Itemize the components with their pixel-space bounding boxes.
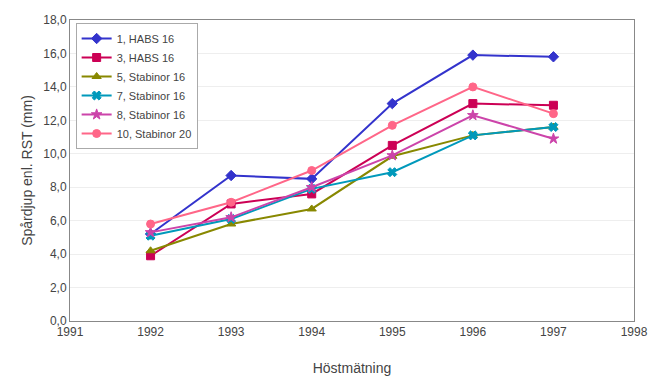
svg-text:1998: 1998 (621, 325, 648, 339)
svg-text:1994: 1994 (298, 325, 325, 339)
svg-text:Spårdjup enl. RST (mm): Spårdjup enl. RST (mm) (19, 95, 35, 246)
svg-text:6,0: 6,0 (50, 214, 67, 228)
svg-text:10,0: 10,0 (43, 147, 67, 161)
svg-text:1993: 1993 (218, 325, 245, 339)
svg-text:1, HABS 16: 1, HABS 16 (117, 33, 174, 45)
svg-text:14,0: 14,0 (43, 80, 67, 94)
svg-text:10, Stabinor 20: 10, Stabinor 20 (117, 128, 192, 140)
svg-text:7, Stabinor 16: 7, Stabinor 16 (117, 90, 186, 102)
svg-text:16,0: 16,0 (43, 47, 67, 61)
svg-text:8, Stabinor 16: 8, Stabinor 16 (117, 109, 186, 121)
svg-text:1995: 1995 (379, 325, 406, 339)
svg-text:2,0: 2,0 (50, 281, 67, 295)
svg-text:1997: 1997 (540, 325, 567, 339)
svg-text:4,0: 4,0 (50, 247, 67, 261)
svg-text:0,0: 0,0 (50, 314, 67, 328)
svg-text:Höstmätning: Höstmätning (313, 360, 392, 376)
svg-text:3, HABS 16: 3, HABS 16 (117, 52, 174, 64)
svg-text:8,0: 8,0 (50, 180, 67, 194)
svg-text:1996: 1996 (460, 325, 487, 339)
svg-text:1992: 1992 (137, 325, 164, 339)
svg-text:18,0: 18,0 (43, 13, 67, 27)
svg-text:12,0: 12,0 (43, 114, 67, 128)
svg-text:1991: 1991 (57, 325, 84, 339)
svg-text:5, Stabinor 16: 5, Stabinor 16 (117, 71, 186, 83)
